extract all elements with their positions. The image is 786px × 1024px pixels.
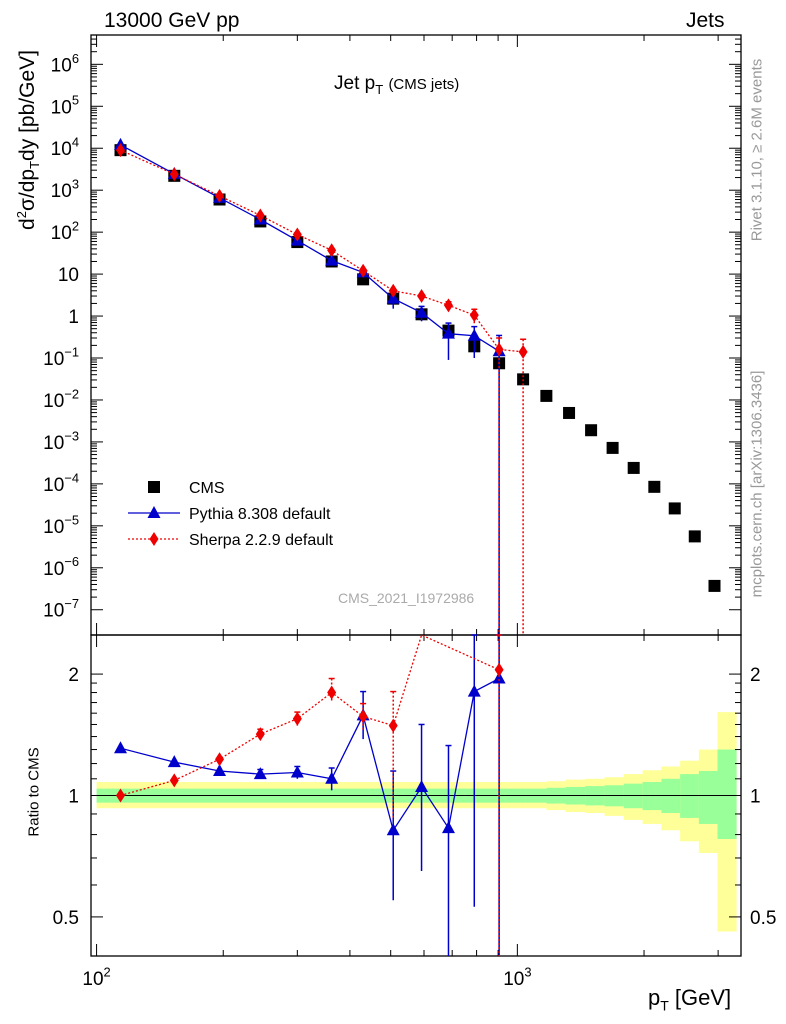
legend-label: Sherpa 2.2.9 default [189,532,334,549]
legend-marker-diamond [149,532,159,546]
ratio-point-triangle [415,779,429,792]
main-y-tick-label: 104 [51,135,79,161]
main-point-diamond [255,208,265,223]
ratio-point-triangle [325,771,339,784]
rivet-version-label: Rivet 3.1.10, ≥ 2.6M events [748,58,766,242]
ratio-point-triangle [253,767,267,780]
main-point-diamond [388,283,398,298]
ratio-point-triangle [467,684,481,697]
main-point-square [708,579,721,592]
main-line-triangle [120,144,500,352]
main-point-square [540,389,553,402]
plot-title: Jet pT (CMS jets) [334,73,459,97]
ratio-point-diamond [255,727,265,742]
analysis-watermark: CMS_2021_I1972986 [338,590,475,606]
legend: CMS Pythia 8.308 default Sherpa 2.2.9 defa… [128,480,334,549]
ratio-point-triangle [441,821,455,834]
main-point-diamond [443,298,453,313]
ratio-point-triangle [386,823,400,836]
main-point-diamond [327,243,337,258]
ratio-y-tick-label-left: 2 [68,665,79,686]
main-y-tick-label: 10−2 [43,386,79,412]
band-inner [717,749,737,840]
ratio-panel-series [114,634,506,956]
band-inner [642,782,662,811]
main-y-tick-label: 10−5 [43,512,79,538]
main-y-tick-label: 105 [51,93,79,119]
main-point-diamond [292,227,302,242]
legend-marker-square [148,481,160,493]
ratio-point-diamond [358,709,368,724]
ratio-uncertainty-bands [96,712,737,932]
main-panel-series [114,137,721,635]
main-panel-frame: 10−7 10−6 10−5 10−4 10−3 10−2 10−1 1 10 102 103 104… [43,34,742,636]
main-point-triangle [415,305,429,318]
ratio-point-triangle [290,765,304,778]
ratio-y-tick-label-right: 2 [750,665,761,686]
plot-title-main: Jet p [334,73,376,94]
x-tick-label: 103 [503,964,531,990]
ratio-point-diamond [116,788,126,803]
header-right-label: Jets [686,9,725,32]
main-y-tick-label: 10−4 [43,470,79,496]
legend-label: Pythia 8.308 default [189,506,331,523]
band-inner [698,771,719,824]
main-point-square [606,441,619,454]
main-y-tick-label: 10−7 [43,596,79,622]
x-axis-label: pT [GeV] [648,985,732,1014]
ratio-line-triangle [120,677,500,832]
ratio-y-tick-label-right: 0.5 [750,908,776,929]
ratio-y-axis-label: Ratio to CMS [25,747,43,837]
main-y-tick-label: 106 [51,51,79,77]
main-y-tick-label: 10−1 [43,344,79,370]
main-point-diamond [518,344,528,359]
main-point-square [648,480,661,493]
ratio-point-triangle [213,764,227,777]
main-point-diamond [494,342,504,357]
main-point-diamond [469,308,479,323]
main-y-axis-label: d2σ/dpTdy [pb/GeV] [13,50,43,230]
main-point-square [585,424,598,437]
main-y-tick-label: 10−6 [43,554,79,580]
main-point-triangle [467,328,481,341]
main-y-tick-label: 1 [68,307,79,328]
ratio-y-tick-label-left: 0.5 [53,908,79,929]
main-point-square [563,406,576,419]
main-point-square [668,502,681,515]
plot-title-sub: T [375,81,384,97]
main-point-diamond [169,167,179,182]
main-point-diamond [358,263,368,278]
ratio-point-diamond [494,662,504,677]
main-point-diamond [215,188,225,203]
legend-label: CMS [189,480,225,497]
ratio-point-triangle [114,741,128,754]
x-tick-label: 102 [82,964,110,990]
ratio-point-triangle [167,755,181,768]
header-left-label: 13000 GeV pp [104,9,240,32]
main-point-square [627,461,640,474]
ratio-y-tick-label-left: 1 [68,787,79,808]
ratio-y-tick-label-right: 1 [750,787,761,808]
main-point-diamond [116,143,126,158]
main-point-triangle [441,326,455,339]
ratio-point-diamond [169,773,179,788]
ratio-point-diamond [292,711,302,726]
ratio-point-diamond [388,718,398,733]
main-point-square [688,530,701,543]
main-point-triangle [325,253,339,266]
main-y-tick-label: 10 [58,265,79,286]
main-y-tick-label: 10−3 [43,428,79,454]
ratio-line-diamond [120,634,500,797]
ratio-point-diamond [327,685,337,700]
plot-title-suffix: (CMS jets) [388,76,460,93]
ratio-point-diamond [215,752,225,767]
main-line-diamond [120,149,524,353]
ratio-point-triangle [492,671,506,684]
mcplots-reference-label: mcplots.cern.ch [arXiv:1306.3436] [748,370,766,598]
main-point-diamond [417,289,427,304]
main-y-tick-label: 103 [51,177,79,203]
main-y-tick-label: 102 [51,219,79,245]
legend-marker-triangle [147,506,161,518]
